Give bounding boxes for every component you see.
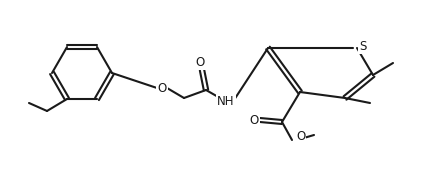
Text: O: O: [296, 129, 305, 143]
Text: O: O: [249, 114, 258, 127]
Text: O: O: [195, 55, 205, 69]
Text: O: O: [157, 82, 167, 94]
Text: S: S: [359, 39, 367, 53]
Text: NH: NH: [217, 94, 235, 107]
